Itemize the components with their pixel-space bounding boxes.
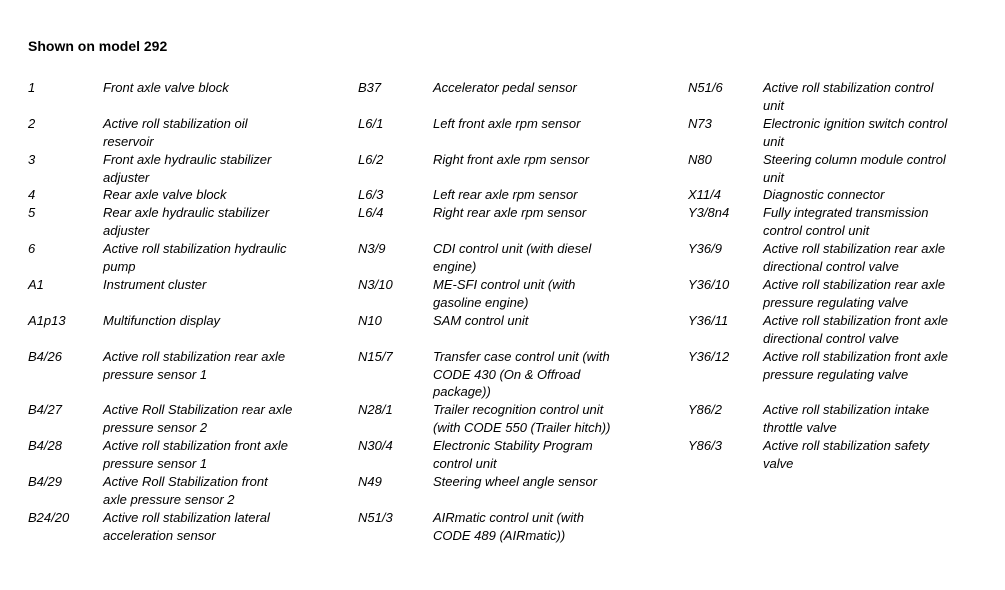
legend-desc: Rear axle valve block <box>103 187 227 203</box>
legend-code: A1 <box>28 276 44 292</box>
legend-code: 5 <box>28 205 36 221</box>
legend-code: N10 <box>358 312 382 328</box>
legend-desc: Multifunction display <box>103 312 221 328</box>
legend-code: X11/4 <box>688 187 722 203</box>
legend-desc: Active roll stabilization rear axle pres… <box>103 348 286 382</box>
legend-desc: Transfer case control unit (with CODE 43… <box>433 348 610 400</box>
legend-desc: Right rear axle rpm sensor <box>433 205 587 221</box>
legend-desc: Front axle valve block <box>103 80 229 95</box>
legend-code: L6/4 <box>358 205 384 221</box>
legend-code: N51/3 <box>358 509 393 525</box>
legend-desc: Active roll stabilization safety valve <box>763 438 930 472</box>
legend-code: Y36/11 <box>688 312 729 328</box>
legend-desc: Active roll stabilization rear axle dire… <box>763 241 946 275</box>
page-title: Shown on model 292 <box>28 38 168 54</box>
legend-desc: Active roll stabilization front axle pre… <box>103 438 288 472</box>
legend-code: N49 <box>358 473 382 489</box>
legend-desc: Fully integrated transmission control co… <box>763 205 929 239</box>
legend-code: N3/9 <box>358 241 386 257</box>
legend-code: N28/1 <box>358 402 393 418</box>
legend-code: Y36/9 <box>688 241 722 257</box>
legend-desc: Active Roll Stabilization rear axle pres… <box>103 402 293 436</box>
legend-code: L6/2 <box>358 151 384 167</box>
legend-desc: Active roll stabilization control unit <box>763 80 934 113</box>
legend-desc: AIRmatic control unit (with CODE 489 (AI… <box>433 509 584 543</box>
legend-code: Y36/10 <box>688 276 730 292</box>
legend-desc: Active roll stabilization hydraulic pump <box>103 241 287 275</box>
legend-desc: SAM control unit <box>433 312 529 328</box>
legend-code: 2 <box>28 115 36 131</box>
legend-desc: Active roll stabilization intake throttl… <box>763 402 930 436</box>
legend-code: B24/20 <box>28 509 70 525</box>
legend-desc: Active roll stabilization lateral accele… <box>103 509 270 543</box>
legend-code: L6/1 <box>358 115 384 131</box>
legend-code: A1p13 <box>28 312 66 328</box>
legend-code: B4/28 <box>28 438 62 454</box>
legend-desc: Accelerator pedal sensor <box>433 80 577 95</box>
legend-desc: Right front axle rpm sensor <box>433 151 590 167</box>
legend-code: N30/4 <box>358 438 393 454</box>
legend-desc: ME-SFI control unit (with gasoline engin… <box>433 276 576 310</box>
legend-code: 6 <box>28 241 36 257</box>
legend-desc: Left front axle rpm sensor <box>433 115 581 131</box>
legend-code: B4/27 <box>28 402 62 418</box>
legend-desc: Instrument cluster <box>103 276 207 292</box>
legend-desc: Active roll stabilization front axle pre… <box>763 348 948 382</box>
legend-code: L6/3 <box>358 187 384 203</box>
legend-desc: Electronic Stability Program control uni… <box>433 438 593 472</box>
legend-code: 1 <box>28 80 36 95</box>
legend-desc: Active roll stabilization front axle dir… <box>763 312 948 346</box>
legend-desc: Rear axle hydraulic stabilizer adjuster <box>103 205 270 239</box>
legend-desc: Steering wheel angle sensor <box>433 473 598 489</box>
legend-desc: Electronic ignition switch control unit <box>763 115 948 149</box>
legend-desc: Active Roll Stabilization front axle pre… <box>103 473 268 507</box>
legend-code: 4 <box>28 187 36 203</box>
legend-code: B4/29 <box>28 473 62 489</box>
legend-code: N15/7 <box>358 348 393 364</box>
legend-code: Y36/12 <box>688 348 730 364</box>
legend-desc: Left rear axle rpm sensor <box>433 187 578 203</box>
legend-desc: CDI control unit (with diesel engine) <box>433 241 592 275</box>
legend-code: Y3/8n4 <box>688 205 730 221</box>
legend-code: Y86/3 <box>688 438 722 454</box>
legend-desc: Front axle hydraulic stabilizer adjuster <box>103 151 272 185</box>
legend-desc: Trailer recognition control unit (with C… <box>433 402 611 436</box>
legend-code: B37 <box>358 80 382 95</box>
legend-code: B4/26 <box>28 348 62 364</box>
component-legend-table: 1 Front axle valve block B37 Accelerator… <box>28 79 993 545</box>
legend-desc: Active roll stabilization rear axle pres… <box>763 276 946 310</box>
legend-code: N3/10 <box>358 276 393 292</box>
legend-desc: Active roll stabilization oil reservoir <box>103 115 248 149</box>
legend-code: N73 <box>688 115 712 131</box>
legend-code: 3 <box>28 151 36 167</box>
legend-code: N80 <box>688 151 712 167</box>
legend-desc: Diagnostic connector <box>763 187 885 203</box>
legend-code: N51/6 <box>688 80 723 95</box>
legend-desc: Steering column module control unit <box>763 151 946 185</box>
legend-code: Y86/2 <box>688 402 722 418</box>
